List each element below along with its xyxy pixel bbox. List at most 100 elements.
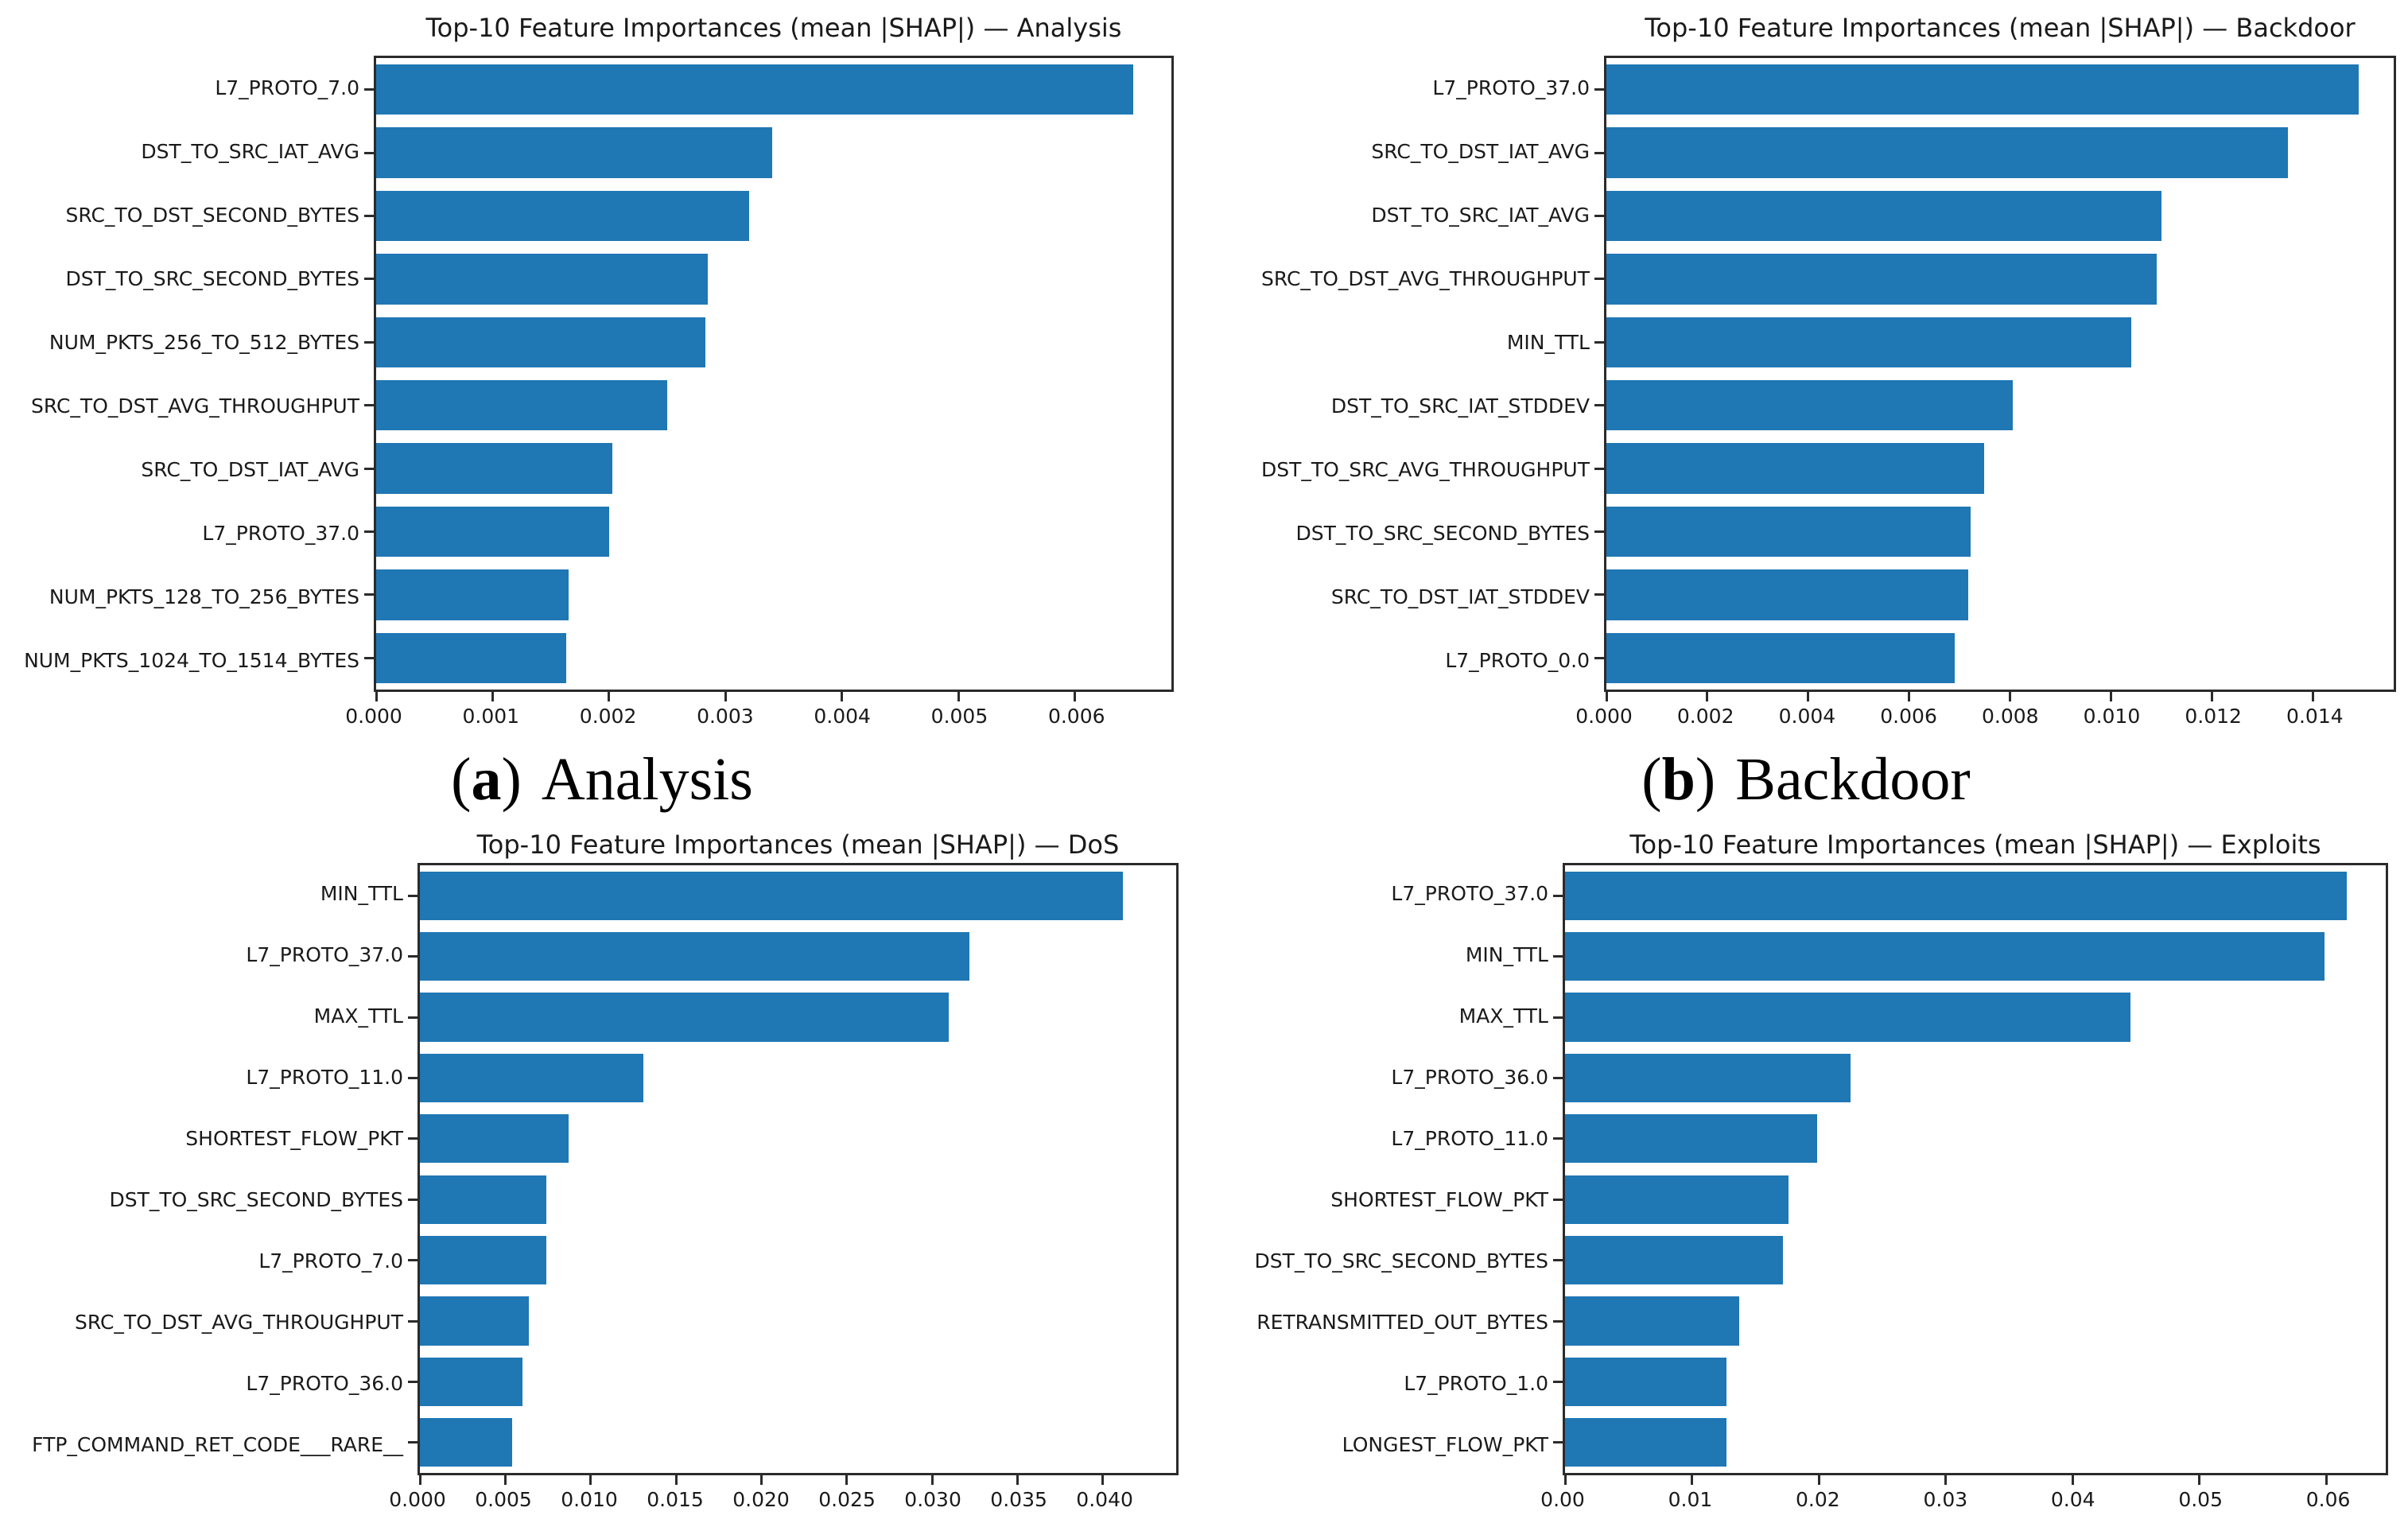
x-tick-label: 0.01 [1668,1488,1713,1511]
bar [376,64,1133,115]
bar [376,506,609,558]
y-tick [364,467,374,470]
bar [1606,317,2131,368]
x-tick-label: 0.005 [475,1488,532,1511]
plot-area [364,56,1174,701]
x-tick-label: 0.010 [2083,705,2141,728]
caption-a-close: ) [501,745,522,813]
y-tick [408,955,418,958]
bar [376,317,706,368]
y-tick [1553,1198,1563,1201]
y-tick [408,1198,418,1201]
x-tick-label: 0.004 [814,705,871,728]
caption-b-close: ) [1695,745,1716,813]
y-tick-label: L7_PROTO_11.0 [1391,1127,1548,1150]
x-tick [2211,692,2214,701]
y-tick [408,1259,418,1262]
y-tick [1553,1076,1563,1079]
x-tick [1944,1475,1948,1485]
bar [420,1114,569,1164]
bar [1565,932,2325,981]
x-tick-label: 0.000 [345,705,402,728]
y-tick-label: LONGEST_FLOW_PKT [1342,1433,1548,1456]
chart-dos: Top-10 Feature Importances (mean |SHAP|)… [0,826,1204,1527]
bar [376,632,566,684]
y-tick [408,1380,418,1383]
y-tick-label: SRC_TO_DST_IAT_AVG [1371,139,1590,163]
y-tick-label: MAX_TTL [313,1004,403,1028]
x-tick-label: 0.030 [904,1488,961,1511]
y-tick [364,404,374,407]
bar [1606,64,2359,115]
y-tick-label: SRC_TO_DST_SECOND_BYTES [65,203,359,227]
bar [1606,443,1984,494]
x-tick [1807,692,1810,701]
x-tick-label: 0.000 [1575,705,1633,728]
x-tick [930,1475,934,1485]
plot-area [1553,863,2388,1485]
x-tick-label: 0.02 [1796,1488,1840,1511]
y-tick [408,1441,418,1444]
y-tick [1594,215,1604,217]
chart-analysis: Top-10 Feature Importances (mean |SHAP|)… [0,0,1204,744]
x-axis: 0.000 0.001 0.002 0.003 0.004 0.005 0.006 [345,692,1174,744]
y-tick [1594,151,1604,154]
bar [1606,379,2013,431]
x-tick [724,692,727,701]
x-tick [2198,1475,2201,1485]
y-tick [1553,1259,1563,1262]
x-axis: 0.00 0.01 0.02 0.03 0.04 0.05 0.06 [1540,1475,2388,1527]
x-tick [1706,692,1709,701]
x-tick [1016,1475,1019,1485]
y-tick [1553,894,1563,897]
bar [1606,506,1971,558]
x-tick [375,692,378,701]
bar [1565,1357,1726,1406]
y-tick [1594,404,1604,407]
y-tick-label: L7_PROTO_1.0 [1404,1372,1548,1395]
bar [1565,1418,1726,1467]
caption-a-open: ( [451,745,472,813]
caption-b-label: Backdoor [1735,745,1971,813]
y-tick [1594,88,1604,91]
y-tick-label: MIN_TTL [1465,943,1548,966]
bar [420,1357,522,1406]
y-tick-label: L7_PROTO_7.0 [258,1249,403,1272]
x-tick-label: 0.001 [462,705,520,728]
x-tick-label: 0.03 [1923,1488,1968,1511]
bar [1565,1236,1784,1285]
y-tick [408,1076,418,1079]
y-axis-labels: MIN_TTL L7_PROTO_37.0 MAX_TTL L7_PROTO_11.0… [0,863,418,1475]
y-axis-labels: L7_PROTO_7.0 DST_TO_SRC_IAT_AVG SRC_TO_DST… [0,56,374,692]
x-tick [1073,692,1076,701]
bar [376,443,613,494]
y-tick-label: SRC_TO_DST_AVG_THROUGHPUT [30,394,359,418]
x-tick-label: 0.003 [697,705,754,728]
x-tick [589,1475,592,1485]
y-tick-label: L7_PROTO_37.0 [246,943,403,966]
y-tick [364,151,374,154]
x-axis: 0.000 0.005 0.010 0.015 0.020 0.025 0.030 0.035… [389,1475,1179,1527]
x-tick [1817,1475,1820,1485]
y-tick [1594,593,1604,596]
bar [420,932,970,981]
y-tick [364,530,374,533]
x-tick-label: 0.040 [1076,1488,1133,1511]
y-tick-label: DST_TO_SRC_AVG_THROUGHPUT [1260,457,1590,481]
x-tick [2009,692,2012,701]
y-tick-label: L7_PROTO_11.0 [246,1066,403,1089]
x-tick [2110,692,2113,701]
y-tick-label: L7_PROTO_37.0 [1432,76,1590,99]
bar [1565,1175,1789,1224]
y-tick [408,894,418,897]
x-tick-label: 0.04 [2050,1488,2095,1511]
bar [420,1296,530,1346]
chart-title-exploits: Top-10 Feature Importances (mean |SHAP|)… [1629,829,2321,860]
caption-b-letter: b [1661,745,1695,813]
y-axis-labels: L7_PROTO_37.0 SRC_TO_DST_IAT_AVG DST_TO_SR… [1204,56,1604,692]
x-tick-label: 0.014 [2286,705,2344,728]
y-tick-label: DST_TO_SRC_SECOND_BYTES [65,266,359,290]
y-tick-label: DST_TO_SRC_IAT_AVG [141,139,359,163]
y-tick-label: SRC_TO_DST_AVG_THROUGHPUT [1260,266,1590,290]
y-tick-label: L7_PROTO_0.0 [1445,648,1590,672]
